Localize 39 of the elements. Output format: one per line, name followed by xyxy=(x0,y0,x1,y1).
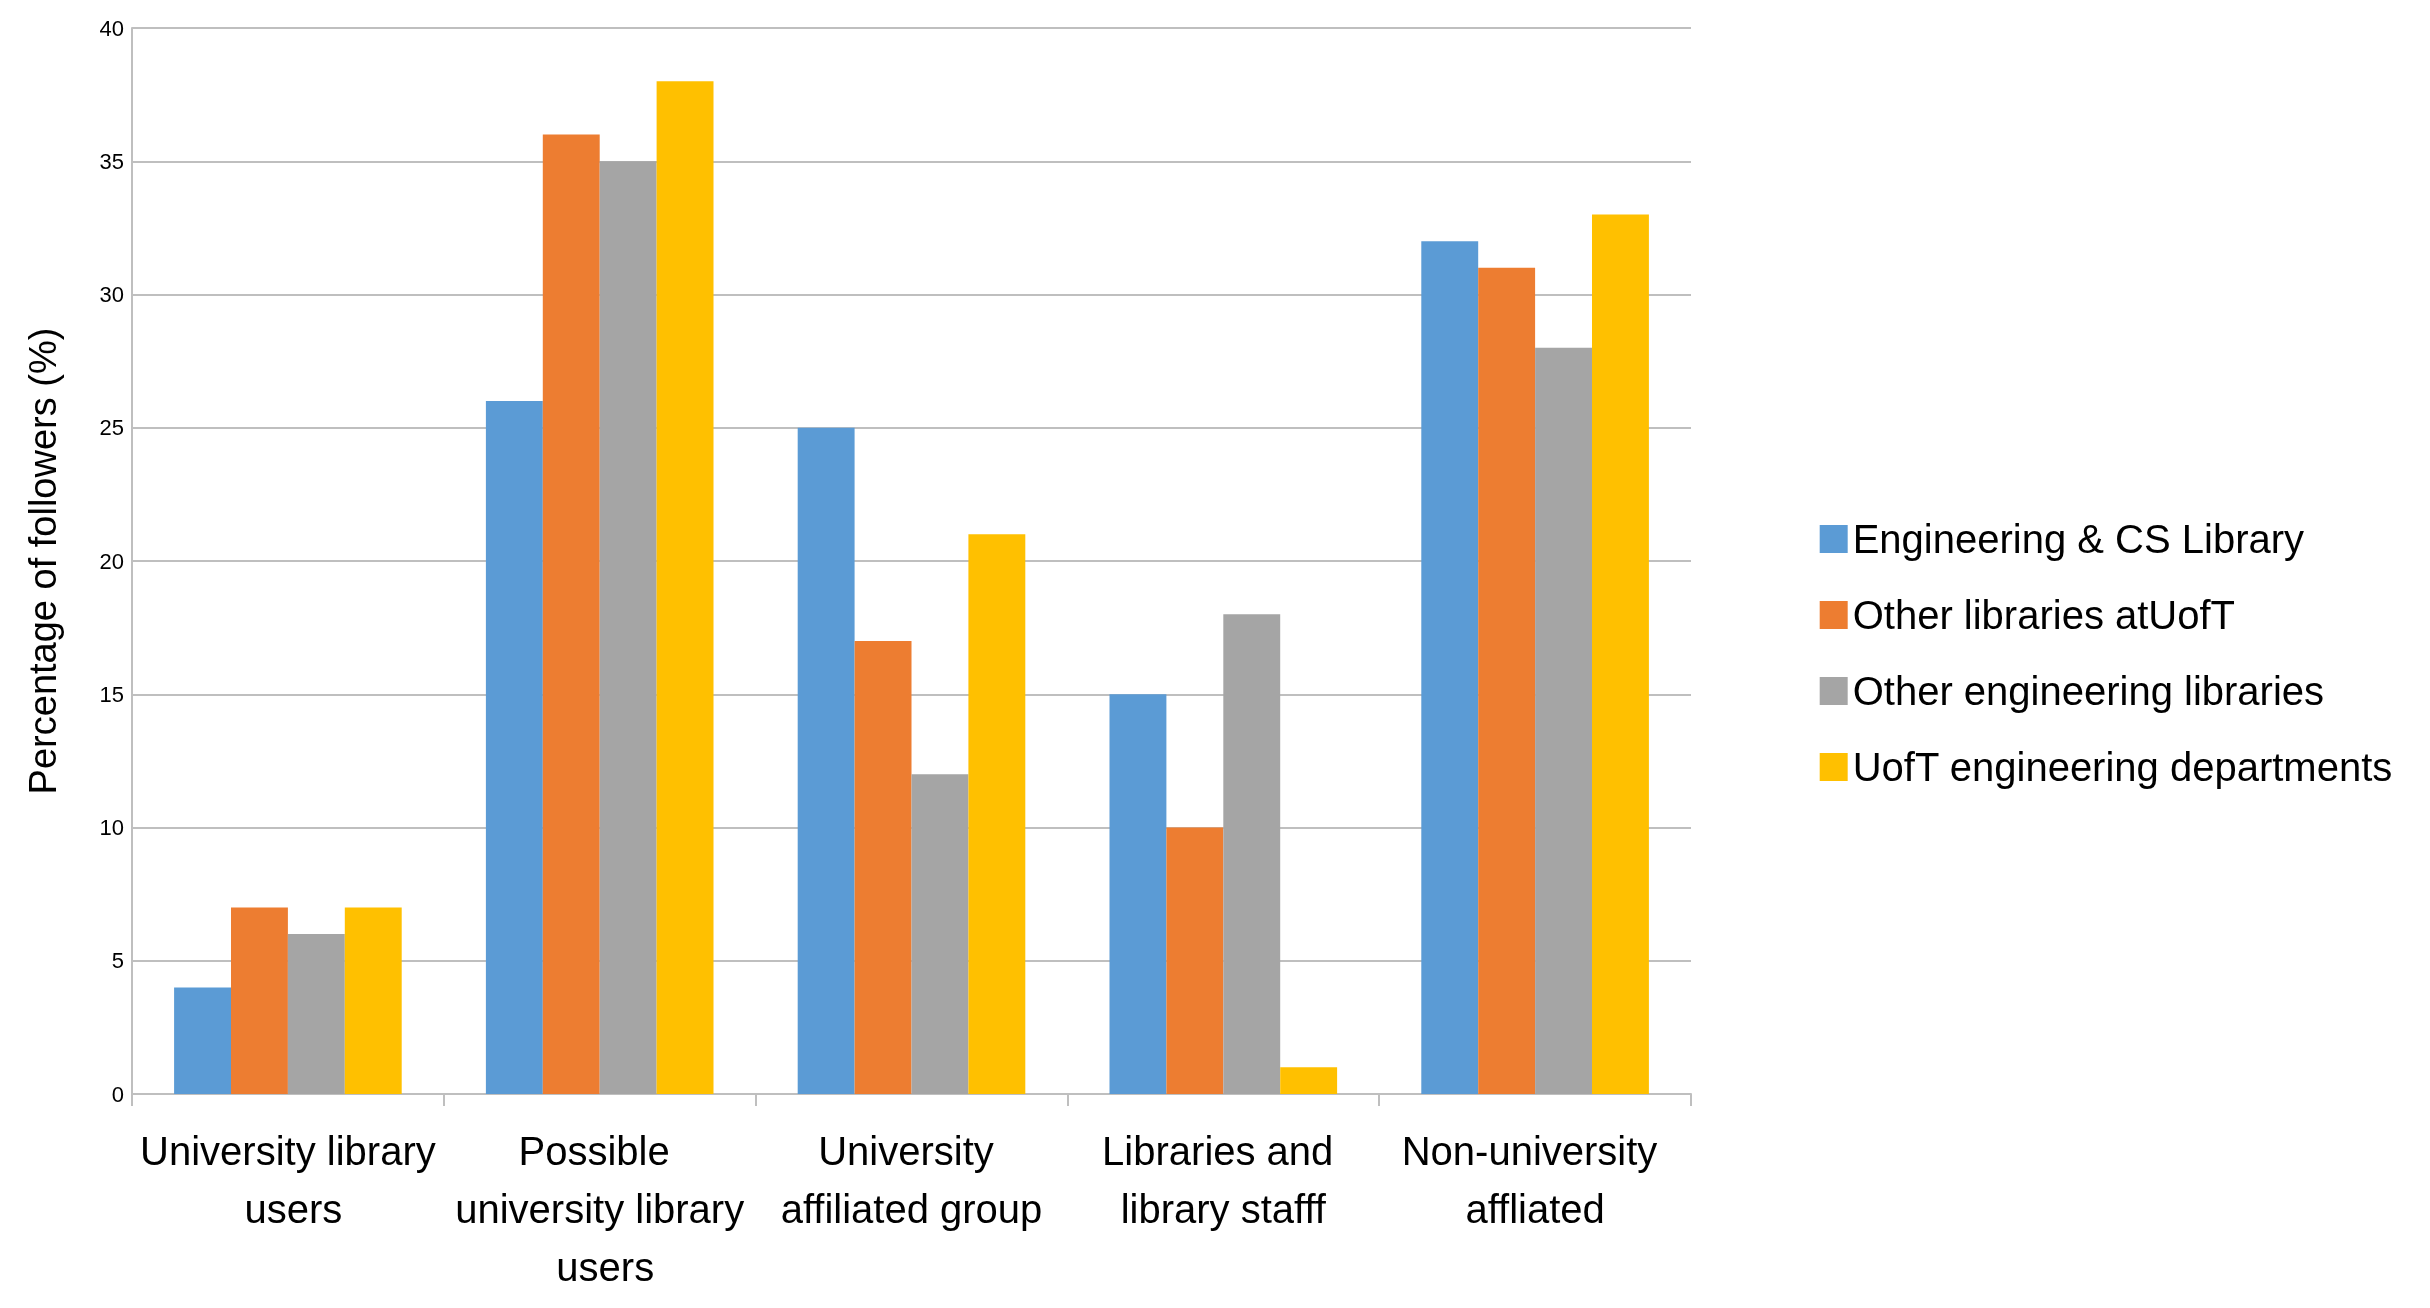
x-tick-label: Non-university affliated xyxy=(1401,1129,1669,1231)
y-tick-label: 40 xyxy=(99,15,124,41)
x-tick-label: Libraries and library stafff xyxy=(1102,1129,1345,1231)
legend-label: Other engineering libraries xyxy=(1852,669,2325,713)
bar xyxy=(542,134,600,1094)
y-tick-label: 35 xyxy=(99,148,124,174)
bar xyxy=(1535,347,1592,1094)
bar xyxy=(1223,614,1281,1094)
y-axis-title: Percentage of followers (%) xyxy=(22,327,64,795)
y-tick-label: 0 xyxy=(111,1081,124,1107)
y-tick-label: 20 xyxy=(99,548,124,574)
bar xyxy=(1421,241,1479,1094)
y-tick-label: 15 xyxy=(99,681,124,707)
bar xyxy=(599,161,657,1094)
bar xyxy=(1280,1067,1338,1094)
legend-label: UofT engineering departments xyxy=(1852,745,2393,789)
y-tick-label: 30 xyxy=(99,282,124,307)
bar xyxy=(287,934,345,1094)
y-tick-label: 10 xyxy=(99,815,124,840)
bar xyxy=(656,81,714,1094)
bar xyxy=(1592,214,1649,1094)
bar xyxy=(485,401,543,1094)
x-tick-label: Possible university library users xyxy=(455,1129,745,1289)
x-tick-label: University library users xyxy=(140,1129,436,1231)
bar xyxy=(344,907,402,1094)
x-tick-label: University affiliated group xyxy=(780,1129,1043,1231)
bar xyxy=(797,427,855,1094)
bar xyxy=(174,987,231,1094)
bar xyxy=(911,774,969,1094)
y-tick-label: 25 xyxy=(99,415,124,441)
legend-label: Engineering & CS Library xyxy=(1852,517,2305,561)
bar xyxy=(968,534,1026,1094)
bar xyxy=(1166,827,1224,1094)
y-tick-label: 5 xyxy=(111,948,124,974)
bar xyxy=(231,907,288,1094)
bar xyxy=(854,640,912,1094)
legend-label: Other libraries atUofT xyxy=(1852,593,2236,637)
bar xyxy=(1109,694,1167,1094)
bar xyxy=(1478,267,1536,1094)
